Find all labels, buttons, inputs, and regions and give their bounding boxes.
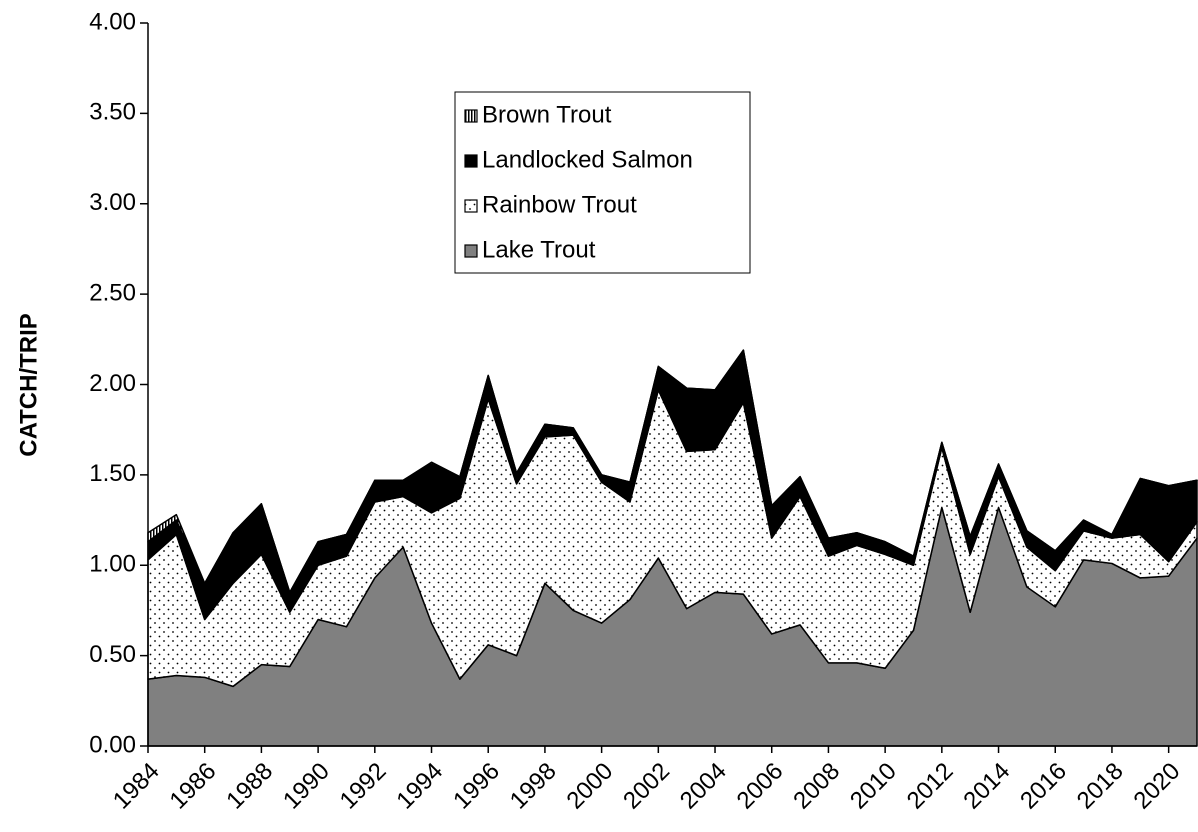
x-tick-label: 2004 — [675, 758, 732, 815]
legend-swatch — [464, 154, 478, 168]
y-axis-label: CATCH/TRIP — [15, 313, 42, 457]
x-tick-label: 2002 — [618, 758, 675, 815]
x-tick-label: 2006 — [732, 758, 789, 815]
x-tick-label: 1998 — [505, 758, 562, 815]
x-tick-label: 1988 — [221, 758, 278, 815]
legend-label: Brown Trout — [482, 101, 612, 128]
x-tick-label: 2008 — [788, 758, 845, 815]
legend-label: Lake Trout — [482, 236, 596, 263]
x-tick-label: 2014 — [958, 758, 1015, 815]
legend-label: Landlocked Salmon — [482, 146, 693, 173]
y-tick-label: 0.00 — [89, 731, 136, 758]
y-tick-label: 4.00 — [89, 8, 136, 35]
legend-label: Rainbow Trout — [482, 191, 637, 218]
legend-swatch — [464, 109, 478, 123]
area — [147, 349, 1198, 594]
y-tick-label: 2.00 — [89, 370, 136, 397]
y-tick-label: 1.50 — [89, 460, 136, 487]
x-tick-label: 2012 — [902, 758, 959, 815]
x-tick-label: 1996 — [448, 758, 505, 815]
x-tick-label: 2020 — [1129, 758, 1186, 815]
x-tick-label: 1992 — [335, 758, 392, 815]
x-tick-label: 2018 — [1072, 758, 1129, 815]
legend-box — [454, 91, 751, 274]
y-tick-label: 1.00 — [89, 551, 136, 578]
y-tick-label: 3.00 — [89, 189, 136, 216]
x-tick-label: 1986 — [165, 758, 222, 815]
x-tick-label: 1984 — [108, 758, 165, 815]
x-tick-label: 1994 — [391, 758, 448, 815]
legend-swatch — [464, 244, 478, 258]
y-tick-label: 0.50 — [89, 641, 136, 668]
x-tick-label: 2000 — [562, 758, 619, 815]
y-tick-label: 3.50 — [89, 99, 136, 126]
legend: Brown Trout Landlocked Salmon Rainbow Trou… — [454, 91, 751, 274]
legend-swatch — [464, 199, 478, 213]
x-tick-label: 1990 — [278, 758, 335, 815]
x-tick-label: 2016 — [1015, 758, 1072, 815]
y-tick-label: 2.50 — [89, 279, 136, 306]
x-tick-label: 2010 — [845, 758, 902, 815]
